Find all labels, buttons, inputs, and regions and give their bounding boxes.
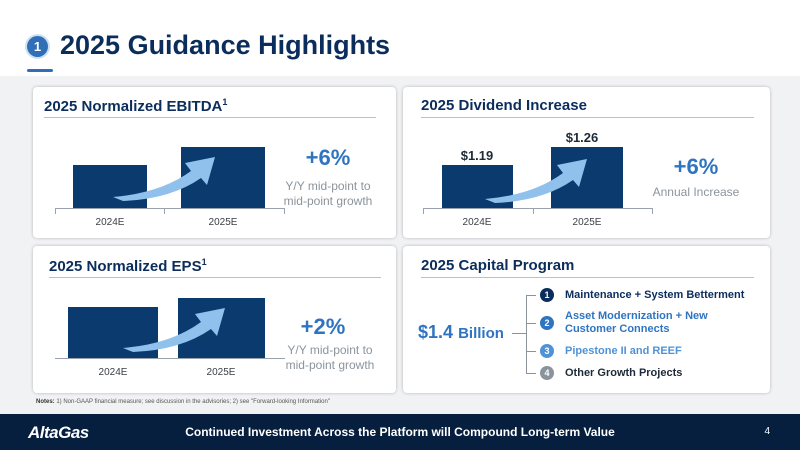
page-title: 2025 Guidance Highlights [60,30,391,60]
capital-item-number: 4 [540,366,554,380]
eps-title: 2025 Normalized EPS1 [49,257,207,275]
capital-item-number: 3 [540,344,554,358]
dividend-category-label: 2024E [462,217,492,228]
capital-amount: $1.4 Billion [418,322,504,342]
eps-category-label: 2025E [206,367,236,378]
ebitda-category-label: 2024E [95,217,125,228]
capital-bracket [526,295,536,296]
ebitda-tick [284,208,285,214]
page-number: 4 [764,426,770,437]
dividend-tick [652,208,653,214]
company-logo: AltaGas [28,423,89,442]
capital-bracket [526,351,536,352]
slide-header: 1 2025 Guidance Highlights [0,0,800,72]
ebitda-baseline [55,208,285,209]
dividend-title-rule [421,117,754,118]
ebitda-category-label: 2025E [208,217,238,228]
growth-arrow-icon [113,157,215,201]
eps-baseline [55,358,285,359]
dividend-title: 2025 Dividend Increase [421,97,587,114]
ebitda-panel: 2025 Normalized EBITDA1 2024E 2025E +6% … [33,87,396,238]
eps-category-label: 2024E [98,367,128,378]
footer-bar: AltaGas Continued Investment Across the … [0,414,800,450]
capital-bracket [512,333,526,334]
dividend-baseline [423,208,653,209]
ebitda-growth-pct: +6% [305,145,351,170]
ebitda-tick [55,208,56,214]
capital-panel: 2025 Capital Program [403,246,770,393]
dividend-category-label: 2025E [572,217,602,228]
capital-title-rule [421,277,754,278]
capital-title: 2025 Capital Program [421,257,575,274]
dividend-panel: 2025 Dividend Increase $1.19 $1.26 2024E… [403,87,770,238]
ebitda-title-rule [44,117,376,118]
eps-title-rule [49,277,381,278]
dividend-tick [423,208,424,214]
capital-item-label: Other Growth Projects [565,367,683,379]
dividend-growth-note: Annual Increase [652,185,740,199]
ebitda-tick [164,208,165,214]
eps-panel: 2025 Normalized EPS1 2024E 2025E +2% Y/Y… [33,246,396,393]
capital-item-number: 1 [540,288,554,302]
eps-growth-note: Y/Y mid-point to mid-point growth [285,343,375,372]
capital-item-number: 2 [540,316,554,330]
ebitda-bar-2024e [73,165,147,208]
dividend-value-label: $1.19 [460,148,494,163]
ebitda-growth-note: Y/Y mid-point to mid-point growth [283,179,373,208]
capital-bracket [526,323,536,324]
dividend-growth-pct: +6% [673,154,719,179]
title-underline [27,69,53,72]
capital-item-label: Asset Modernization + New Customer Conne… [565,310,708,335]
section-number-badge: 1 [27,36,48,57]
dividend-value-label: $1.26 [565,130,599,145]
capital-item-label: Maintenance + System Betterment [565,289,745,301]
capital-bracket [526,373,536,374]
eps-growth-pct: +2% [300,314,346,339]
capital-item-label: Pipestone II and REEF [565,345,682,357]
ebitda-title: 2025 Normalized EBITDA1 [44,97,228,115]
dividend-tick [533,208,534,214]
growth-arrow-icon [485,159,587,203]
capital-bracket [526,295,527,373]
footnotes: Notes: 1) Non-GAAP financial measure; se… [36,399,330,405]
growth-arrow-icon [123,308,225,352]
footer-tagline: Continued Investment Across the Platform… [185,425,615,439]
